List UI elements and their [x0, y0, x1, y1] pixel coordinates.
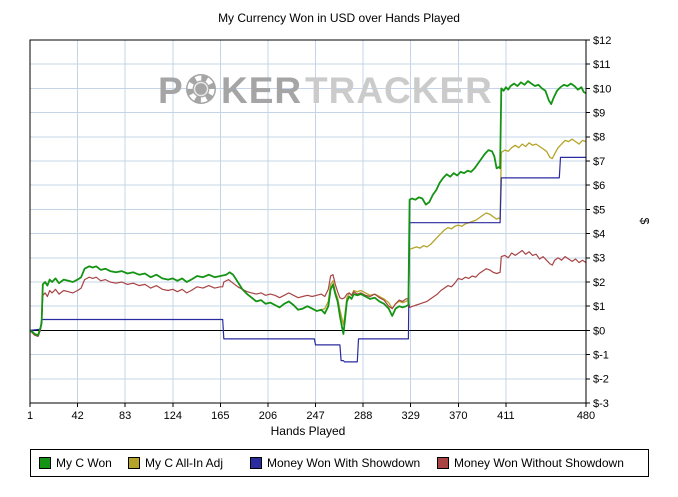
poker-chip-icon — [186, 74, 216, 104]
svg-text:$5: $5 — [593, 204, 605, 216]
svg-text:$-3: $-3 — [593, 398, 609, 410]
svg-text:206: 206 — [259, 410, 277, 422]
svg-text:370: 370 — [449, 410, 467, 422]
svg-text:$6: $6 — [593, 180, 605, 192]
legend-label: My C All-In Adj — [145, 456, 224, 470]
chart-title: My Currency Won in USD over Hands Played — [218, 11, 460, 25]
svg-text:288: 288 — [354, 410, 372, 422]
svg-text:$2: $2 — [593, 277, 605, 289]
svg-text:165: 165 — [211, 410, 229, 422]
svg-text:$12: $12 — [593, 35, 611, 47]
y-axis-title: $ — [637, 217, 652, 225]
series-line — [29, 249, 587, 337]
x-axis-title: Hands Played — [270, 424, 346, 438]
watermark: P KER TRACKER — [158, 70, 493, 111]
svg-text:TRACKER: TRACKER — [305, 70, 493, 111]
legend-label: Money Won With Showdown — [267, 456, 421, 470]
series-line — [29, 80, 587, 337]
svg-text:$8: $8 — [593, 132, 605, 144]
svg-text:83: 83 — [119, 410, 131, 422]
legend: My C Won My C All-In Adj Money Won With … — [30, 449, 649, 477]
svg-text:$3: $3 — [593, 253, 605, 265]
svg-text:124: 124 — [164, 410, 182, 422]
svg-text:$7: $7 — [593, 156, 605, 168]
svg-text:42: 42 — [71, 410, 83, 422]
svg-text:247: 247 — [306, 410, 324, 422]
legend-item-my-c-won: My C Won — [39, 450, 112, 476]
legend-swatch-yellow — [128, 457, 140, 469]
legend-item-won-without-showdown: Money Won Without Showdown — [437, 450, 624, 476]
svg-text:411: 411 — [497, 410, 515, 422]
svg-text:$0: $0 — [593, 325, 605, 337]
legend-swatch-green — [39, 457, 51, 469]
svg-text:329: 329 — [402, 410, 420, 422]
svg-text:KER: KER — [221, 70, 302, 111]
svg-text:P: P — [158, 70, 184, 111]
legend-item-won-with-showdown: Money Won With Showdown — [250, 450, 420, 476]
svg-text:$4: $4 — [593, 228, 605, 240]
chart-plot-area: P KER TRACKER $-3 $-2 $-1 $0 $1 $2 $3 $4 $5 $6 $7 $8 $9… — [27, 35, 611, 422]
legend-swatch-blue — [250, 457, 262, 469]
svg-text:$10: $10 — [593, 83, 611, 95]
svg-text:$9: $9 — [593, 107, 605, 119]
legend-label: My C Won — [56, 456, 112, 470]
series-line — [29, 156, 586, 363]
legend-item-all-in-adj: My C All-In Adj — [128, 450, 223, 476]
svg-text:$-1: $-1 — [593, 349, 609, 361]
svg-text:1: 1 — [27, 410, 33, 422]
svg-text:$1: $1 — [593, 301, 605, 313]
svg-text:$11: $11 — [593, 59, 611, 71]
legend-label: Money Won Without Showdown — [454, 456, 624, 470]
svg-text:480: 480 — [577, 410, 595, 422]
svg-text:$-2: $-2 — [593, 374, 609, 386]
legend-swatch-red — [437, 457, 449, 469]
